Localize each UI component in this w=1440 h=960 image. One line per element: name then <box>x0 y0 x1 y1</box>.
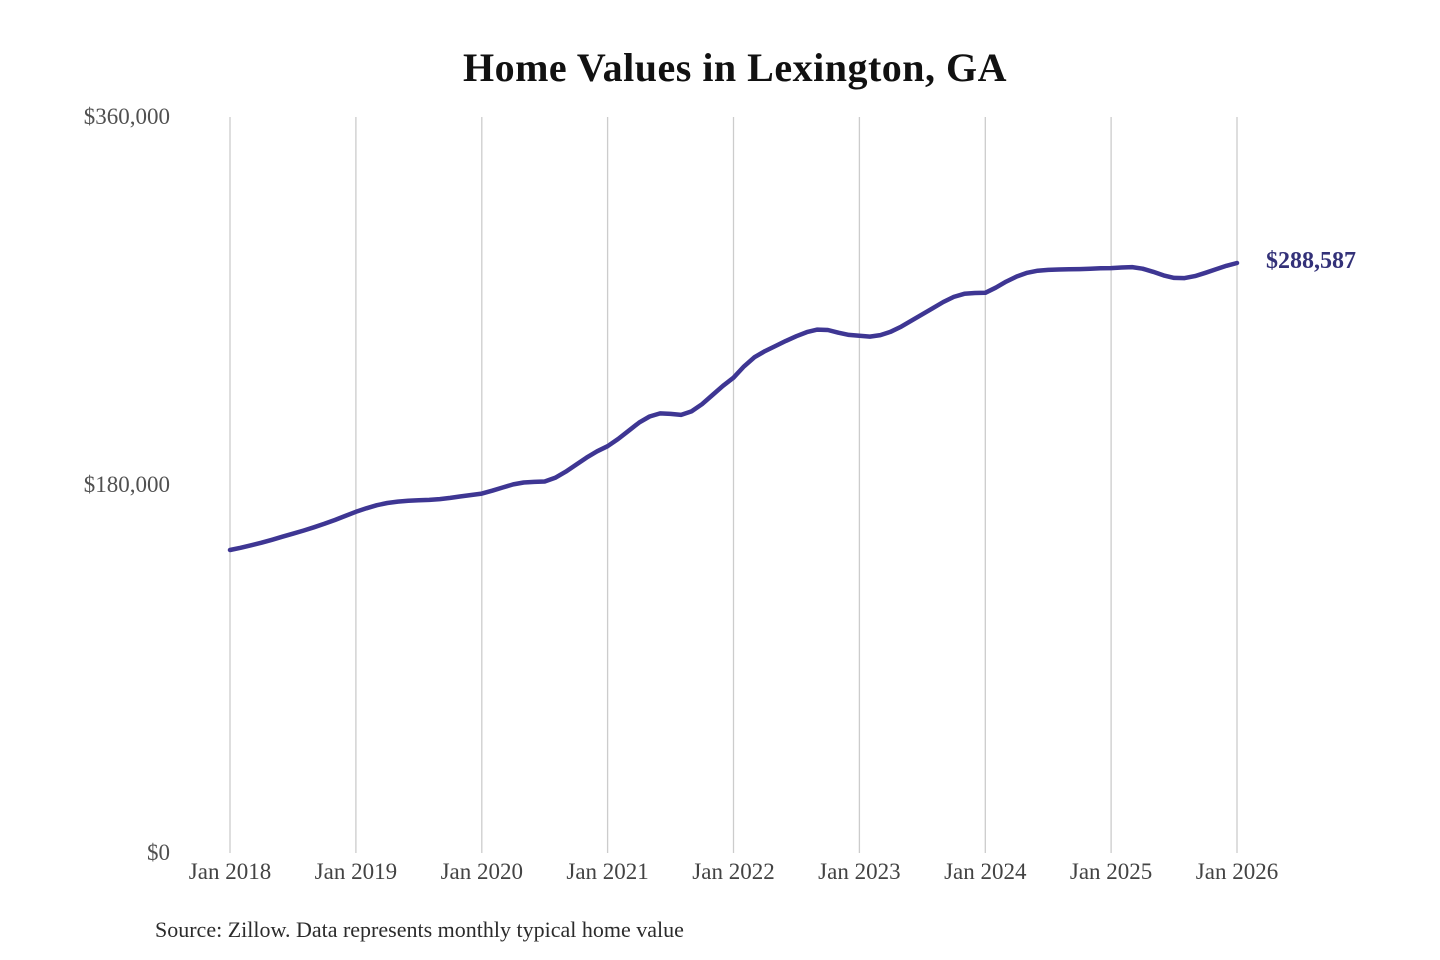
y-axis: $0 $180,000 $360,000 <box>0 0 170 960</box>
x-axis: Jan 2018 Jan 2019 Jan 2020 Jan 2021 Jan 2022… <box>0 858 1440 890</box>
x-tick-label: Jan 2026 <box>1195 859 1279 884</box>
x-tick-label: Jan 2018 <box>188 859 272 884</box>
home-value-line <box>227 260 1240 553</box>
y-tick-label: $360,000 <box>83 104 170 129</box>
x-tick-label: Jan 2020 <box>440 859 524 884</box>
y-tick-label: $180,000 <box>83 472 170 497</box>
x-tick-label: Jan 2025 <box>1069 859 1153 884</box>
latest-value-label: $288,587 <box>1266 248 1356 274</box>
x-tick-label: Jan 2023 <box>818 859 901 884</box>
x-tick-label: Jan 2021 <box>566 859 649 884</box>
y-tick-label: $0 <box>147 840 170 865</box>
x-tick-label: Jan 2024 <box>944 859 1027 884</box>
x-tick-label: Jan 2019 <box>314 859 398 884</box>
x-tick-label: Jan 2022 <box>692 859 775 884</box>
source-note: Source: Zillow. Data represents monthly … <box>155 917 684 942</box>
chart-title: Home Values in Lexington, GA <box>462 45 1008 90</box>
